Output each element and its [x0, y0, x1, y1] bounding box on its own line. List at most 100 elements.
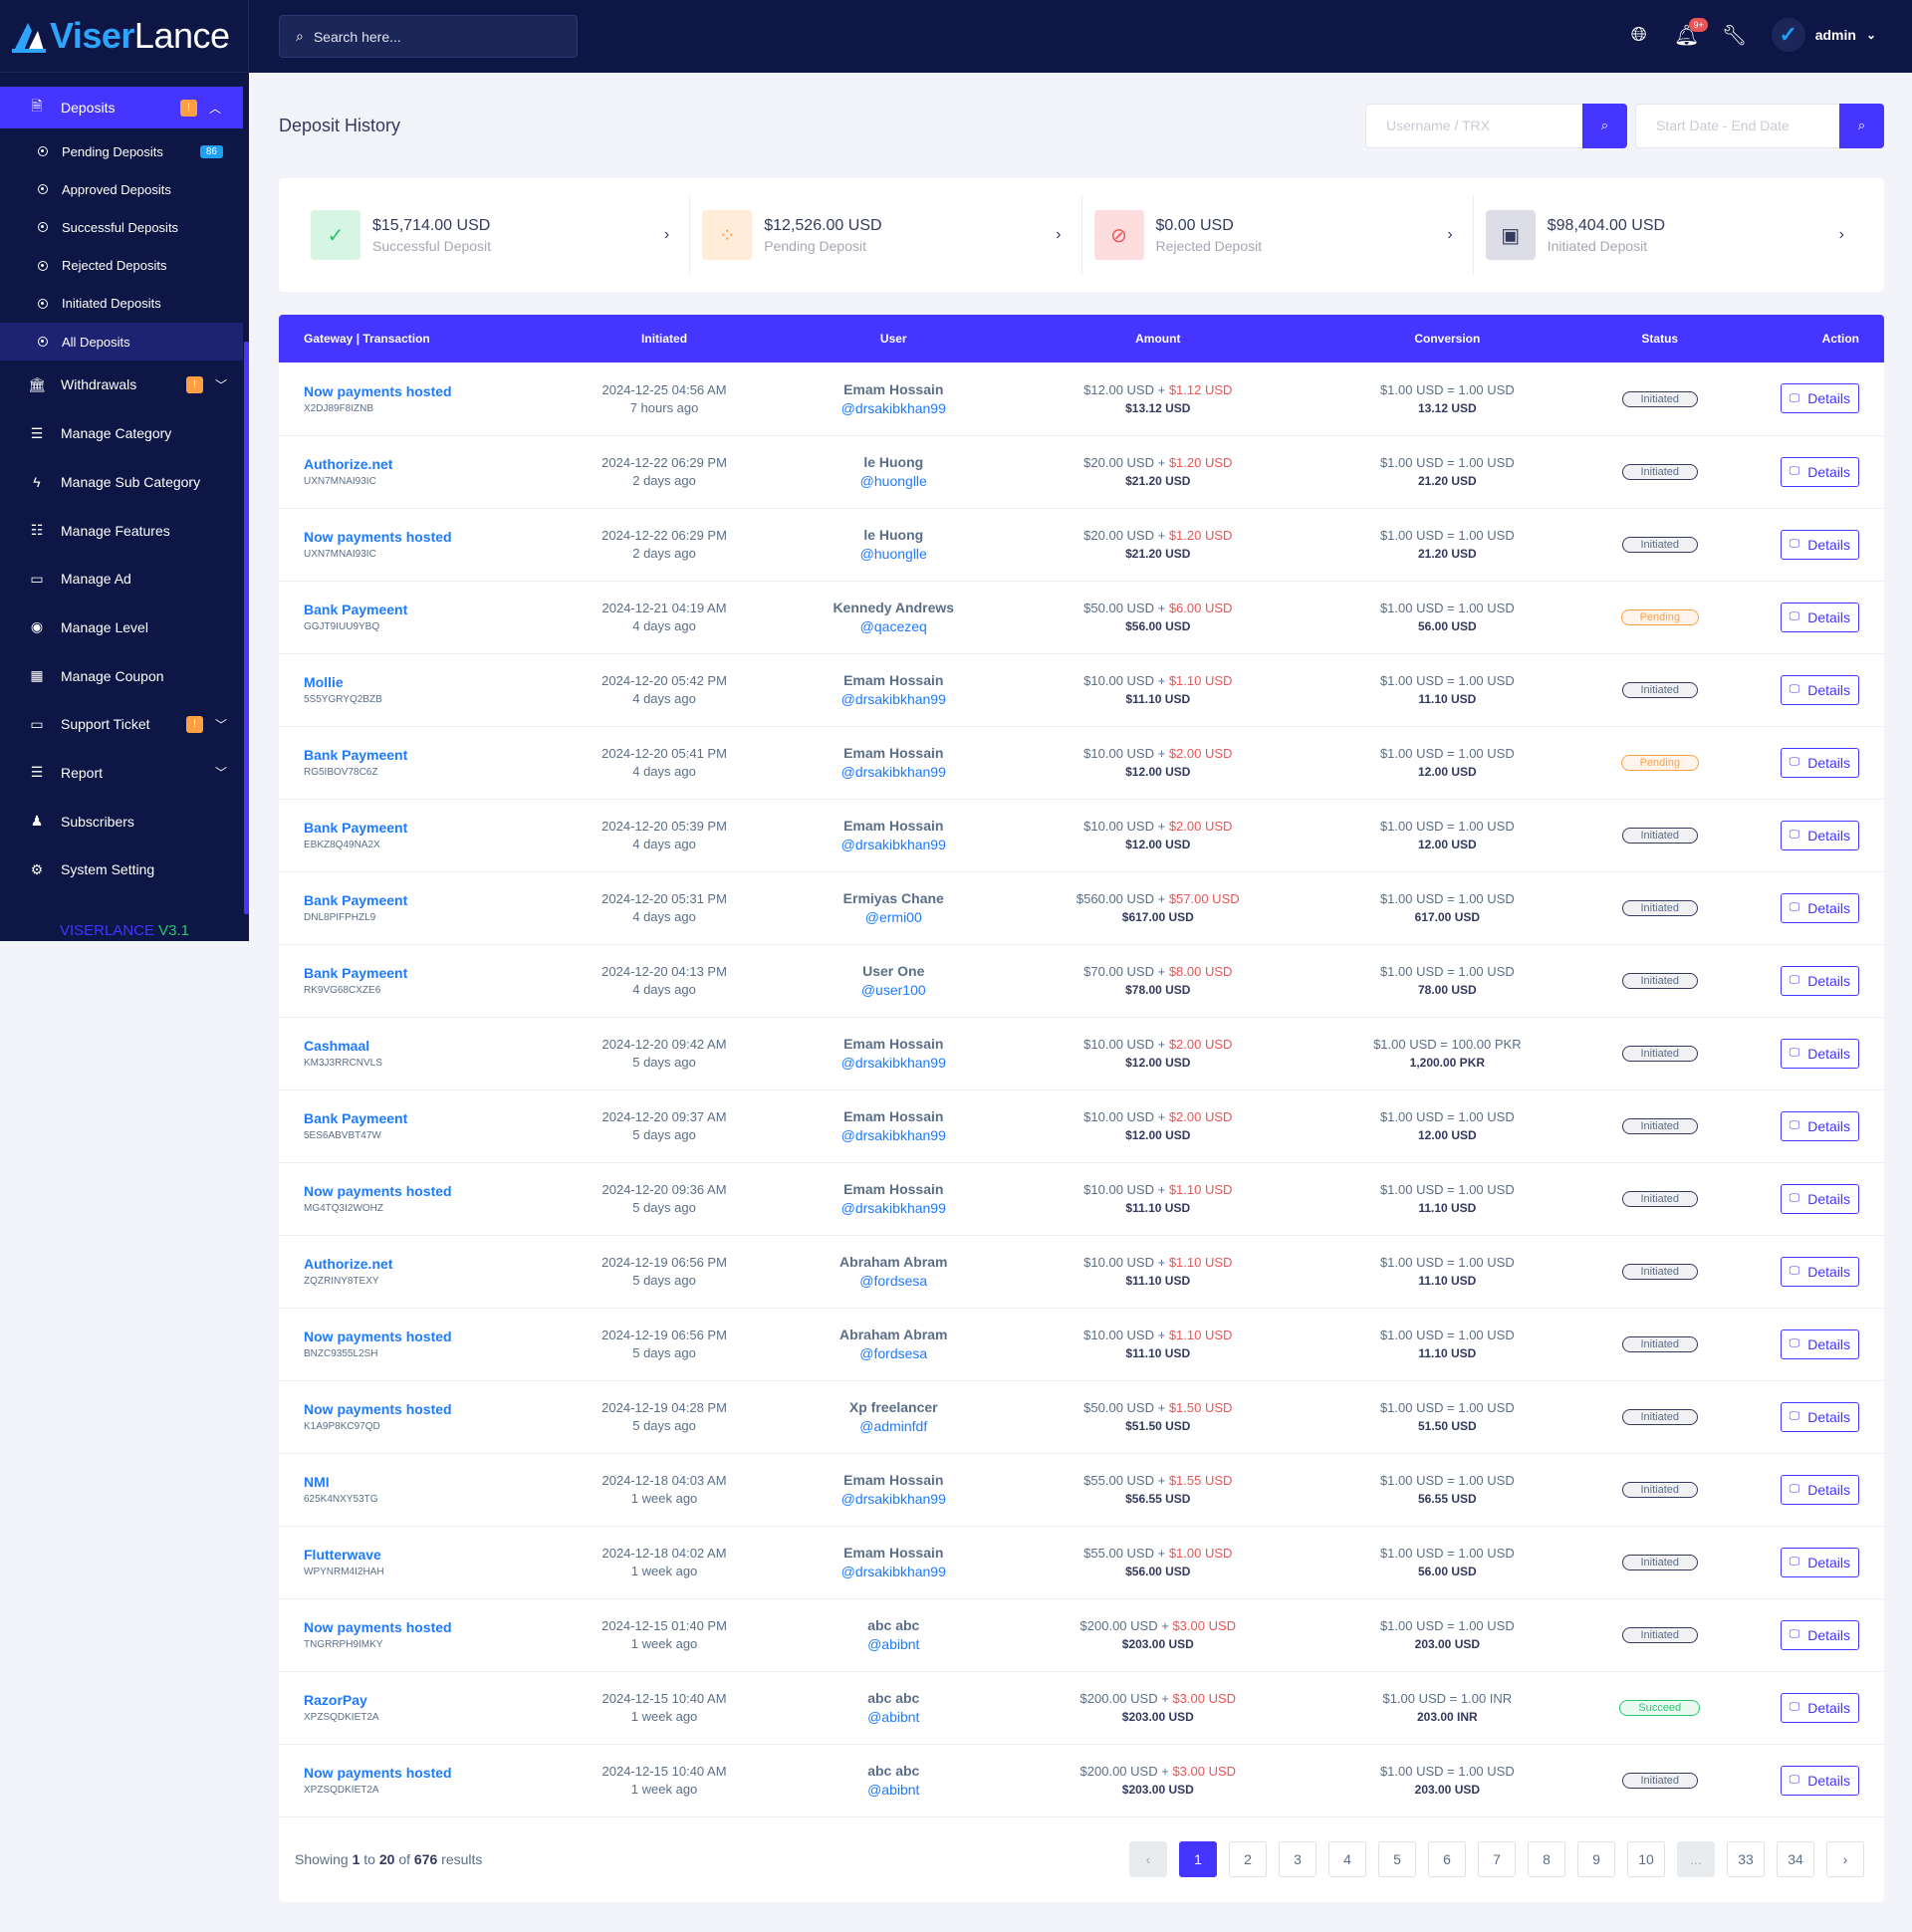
details-button[interactable]: 🖵︎ Details: [1780, 1256, 1859, 1287]
page-button[interactable]: 8: [1528, 1841, 1565, 1877]
gateway-link[interactable]: Bank Paymeent: [304, 1110, 408, 1126]
user-handle-link[interactable]: @drsakibkhan99: [840, 764, 946, 780]
user-handle-link[interactable]: @huonglle: [859, 473, 927, 489]
page-button[interactable]: 5: [1378, 1841, 1416, 1877]
gateway-link[interactable]: Now payments hosted: [304, 1401, 452, 1417]
sidebar-item-subscribers[interactable]: ♟︎ Subscribers: [0, 797, 249, 845]
stat-pending[interactable]: ⁘ $12,526.00 USD Pending Deposit ›: [690, 195, 1082, 275]
details-button[interactable]: 🖵︎ Details: [1780, 602, 1859, 632]
sidebar-item-deposits[interactable]: 🗎 Deposits ! ︿: [0, 87, 243, 128]
page-button[interactable]: 2: [1229, 1841, 1267, 1877]
user-handle-link[interactable]: @drsakibkhan99: [840, 691, 946, 707]
sidebar-subitem-pending-deposits[interactable]: Pending Deposits 86: [0, 132, 249, 170]
details-button[interactable]: 🖵︎ Details: [1780, 1183, 1859, 1214]
sidebar-subitem-approved-deposits[interactable]: Approved Deposits: [0, 170, 249, 208]
details-button[interactable]: 🖵︎ Details: [1780, 1547, 1859, 1577]
gateway-link[interactable]: Now payments hosted: [304, 1183, 452, 1199]
page-button[interactable]: 4: [1328, 1841, 1366, 1877]
page-button[interactable]: 34: [1777, 1841, 1814, 1877]
user-handle-link[interactable]: @drsakibkhan99: [840, 1200, 946, 1216]
details-button[interactable]: 🖵︎ Details: [1780, 1038, 1859, 1069]
user-handle-link[interactable]: @abibnt: [867, 1782, 920, 1798]
user-handle-link[interactable]: @huonglle: [859, 546, 927, 562]
gateway-link[interactable]: Authorize.net: [304, 1256, 393, 1272]
gateway-link[interactable]: Authorize.net: [304, 456, 393, 472]
brand-logo[interactable]: ViserLance: [0, 0, 249, 73]
gateway-link[interactable]: Now payments hosted: [304, 1765, 452, 1781]
gateway-link[interactable]: Now payments hosted: [304, 382, 452, 399]
sidebar-subitem-rejected-deposits[interactable]: Rejected Deposits: [0, 247, 249, 285]
details-button[interactable]: 🖵︎ Details: [1780, 1401, 1859, 1432]
details-button[interactable]: 🖵︎ Details: [1780, 1328, 1859, 1359]
search-user-button[interactable]: ⌕: [1582, 103, 1627, 148]
sidebar-scrollbar[interactable]: [244, 342, 249, 914]
page-button[interactable]: 9: [1577, 1841, 1615, 1877]
details-button[interactable]: 🖵︎ Details: [1780, 1692, 1859, 1723]
gateway-link[interactable]: Mollie: [304, 674, 344, 690]
user-handle-link[interactable]: @fordsesa: [859, 1273, 928, 1289]
sidebar-item-manage-coupon[interactable]: ▦ Manage Coupon: [0, 651, 249, 700]
details-button[interactable]: 🖵︎ Details: [1780, 674, 1859, 705]
sidebar-item-manage-category[interactable]: ☰ Manage Category: [0, 409, 249, 458]
wrench-icon[interactable]: 🔧︎: [1722, 24, 1748, 47]
gateway-link[interactable]: Bank Paymeent: [304, 820, 408, 836]
user-handle-link[interactable]: @abibnt: [867, 1709, 920, 1725]
user-handle-link[interactable]: @drsakibkhan99: [840, 1564, 946, 1579]
gateway-link[interactable]: Bank Paymeent: [304, 747, 408, 763]
page-button[interactable]: 1: [1179, 1841, 1217, 1877]
user-handle-link[interactable]: @ermi00: [864, 909, 922, 925]
sidebar-subitem-all-deposits[interactable]: All Deposits: [0, 322, 243, 362]
user-handle-link[interactable]: @drsakibkhan99: [840, 837, 946, 852]
page-button[interactable]: 6: [1428, 1841, 1466, 1877]
gateway-link[interactable]: RazorPay: [304, 1692, 367, 1708]
user-handle-link[interactable]: @user100: [860, 982, 926, 998]
prev-page-button[interactable]: ‹: [1129, 1841, 1167, 1877]
gateway-link[interactable]: Bank Paymeent: [304, 892, 408, 908]
date-range-input[interactable]: [1635, 103, 1839, 148]
details-button[interactable]: 🖵︎ Details: [1780, 1765, 1859, 1796]
user-handle-link[interactable]: @qacezeq: [859, 618, 927, 634]
details-button[interactable]: 🖵︎ Details: [1780, 456, 1859, 487]
stat-rejected[interactable]: ⊘ $0.00 USD Rejected Deposit ›: [1082, 195, 1474, 275]
sidebar-item-manage-ad[interactable]: ▭ Manage Ad: [0, 555, 249, 604]
details-button[interactable]: 🖵︎ Details: [1780, 529, 1859, 560]
sidebar-item-report[interactable]: ☰ Report ﹀: [0, 749, 249, 798]
page-button[interactable]: 10: [1627, 1841, 1665, 1877]
user-handle-link[interactable]: @drsakibkhan99: [840, 399, 946, 416]
stat-successful[interactable]: ✓ $15,714.00 USD Successful Deposit ›: [299, 195, 691, 275]
sidebar-subitem-successful-deposits[interactable]: Successful Deposits: [0, 208, 249, 246]
gateway-link[interactable]: Now payments hosted: [304, 1328, 452, 1344]
sidebar-item-manage-sub-category[interactable]: ϟ Manage Sub Category: [0, 458, 249, 507]
details-button[interactable]: 🖵︎ Details: [1780, 820, 1859, 850]
details-button[interactable]: 🖵︎ Details: [1780, 1474, 1859, 1505]
gateway-link[interactable]: Cashmaal: [304, 1038, 370, 1054]
details-button[interactable]: 🖵︎ Details: [1780, 965, 1859, 996]
gateway-link[interactable]: Now payments hosted: [304, 529, 452, 545]
next-page-button[interactable]: ›: [1826, 1841, 1864, 1877]
bell-icon[interactable]: 🔔︎ 9+: [1674, 18, 1708, 47]
search-date-button[interactable]: ⌕: [1839, 103, 1884, 148]
sidebar-item-manage-level[interactable]: ◉ Manage Level: [0, 604, 249, 652]
user-handle-link[interactable]: @drsakibkhan99: [840, 1491, 946, 1507]
user-handle-link[interactable]: @drsakibkhan99: [840, 1127, 946, 1143]
details-button[interactable]: 🖵︎ Details: [1780, 383, 1859, 414]
user-handle-link[interactable]: @adminfdf: [859, 1418, 928, 1434]
user-handle-link[interactable]: @abibnt: [867, 1636, 920, 1652]
globe-icon[interactable]: 🌐︎: [1630, 23, 1647, 46]
user-handle-link[interactable]: @drsakibkhan99: [840, 1055, 946, 1071]
details-button[interactable]: 🖵︎ Details: [1780, 747, 1859, 778]
search-input[interactable]: [313, 28, 533, 45]
search-box[interactable]: ⌕: [279, 15, 578, 58]
admin-menu[interactable]: ✓ admin ⌄: [1771, 18, 1876, 52]
page-button[interactable]: 3: [1279, 1841, 1316, 1877]
username-trx-input[interactable]: [1365, 103, 1582, 148]
details-button[interactable]: 🖵︎ Details: [1780, 1619, 1859, 1650]
page-button[interactable]: 7: [1478, 1841, 1516, 1877]
sidebar-item-system-setting[interactable]: ⚙︎ System Setting: [0, 845, 249, 894]
gateway-link[interactable]: Now payments hosted: [304, 1619, 452, 1635]
gateway-link[interactable]: Bank Paymeent: [304, 602, 408, 617]
gateway-link[interactable]: Flutterwave: [304, 1547, 381, 1563]
gateway-link[interactable]: NMI: [304, 1474, 330, 1490]
user-handle-link[interactable]: @fordsesa: [859, 1345, 928, 1361]
page-button[interactable]: 33: [1727, 1841, 1765, 1877]
